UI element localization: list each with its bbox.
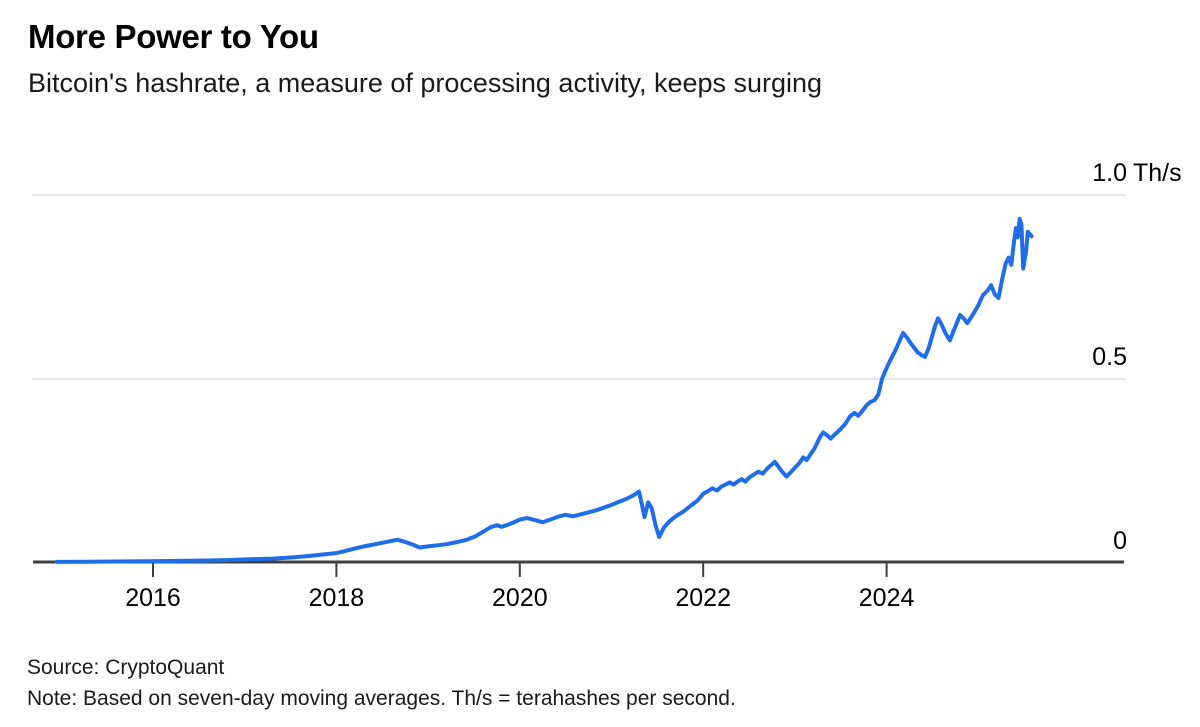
gridlines [32, 194, 1126, 380]
y-axis-unit-label: Th/s [1133, 159, 1182, 187]
x-tick-labels: 2016 2018 2020 2022 2024 [125, 584, 914, 612]
x-tick-label: 2020 [492, 584, 548, 612]
chart-subtitle: Bitcoin's hashrate, a measure of process… [28, 68, 823, 98]
note-line: Note: Based on seven-day moving averages… [27, 687, 736, 710]
x-tick-label: 2016 [125, 584, 181, 612]
x-tick-marks [152, 563, 888, 577]
x-tick-label: 2022 [675, 584, 731, 612]
chart-footer: Source: CryptoQuant Note: Based on seven… [27, 652, 736, 714]
chart-title: More Power to You [28, 18, 319, 55]
y-tick-label: 1.0 [1092, 159, 1127, 187]
y-tick-label: 0.5 [1092, 343, 1127, 371]
series-group [54, 216, 1034, 564]
y-tick-label: 0 [1113, 527, 1127, 555]
hashrate-series-line [54, 216, 1034, 564]
x-tick-label: 2018 [309, 584, 365, 612]
y-tick-labels: 1.0 Th/s 0.5 0 [1092, 159, 1181, 555]
source-line: Source: CryptoQuant [27, 656, 225, 679]
x-tick-label: 2024 [859, 584, 915, 612]
